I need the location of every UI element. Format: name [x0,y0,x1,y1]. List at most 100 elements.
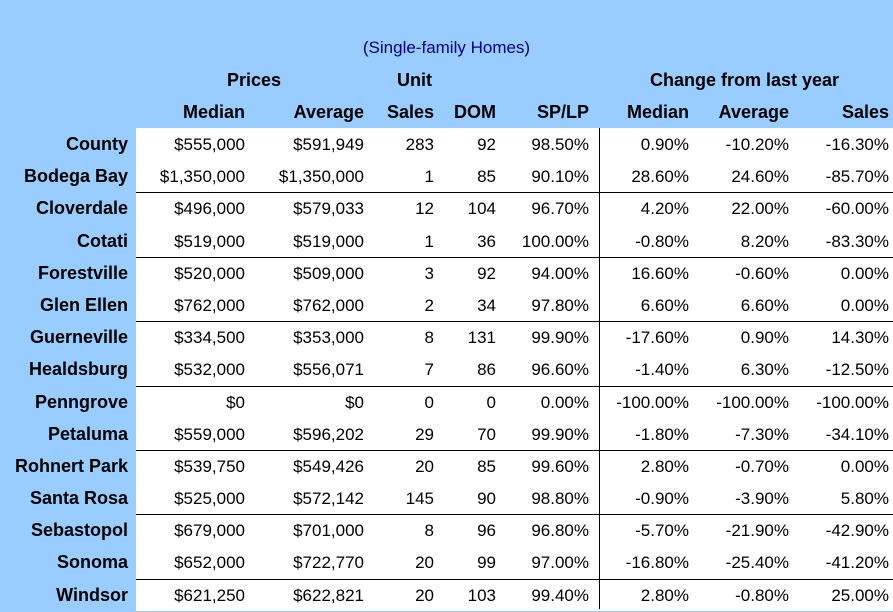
change-median: -100.00% [616,392,689,412]
row-background [136,449,893,483]
row-divider [136,385,893,387]
average-price: $596,202 [293,424,364,444]
median-price: $539,750 [174,456,245,476]
median-price: $525,000 [174,489,245,509]
dom: 0 [486,392,496,412]
row-background [136,224,893,257]
area-name: Petaluma [47,423,128,444]
unit-sales: 145 [405,489,434,509]
change-sales: 0.00% [840,263,889,283]
header-sales: Sales [386,102,434,122]
area-name: Penngrove [34,391,128,412]
median-price: $679,000 [174,521,245,541]
row-background [136,546,893,579]
area-name: Glen Ellen [39,294,128,315]
change-sales: -12.50% [825,360,889,380]
table-row: Cotati $519,000 $519,000 1 36 100.00% -0.80% 8.… [0,224,893,257]
table-row: Windsor $621,250 $622,821 20 103 99.40% 2.80% -… [0,578,893,611]
area-name: Guerneville [29,327,128,348]
row-divider [136,321,893,323]
table-row: Santa Rosa $525,000 $572,142 145 90 98.80% -0.… [0,482,893,515]
average-price: $556,071 [293,360,364,380]
row-background [136,482,893,515]
row-background [136,288,893,322]
header-unit: Unit [397,70,432,90]
change-sales: -100.00% [816,392,889,412]
row-background [136,160,893,193]
average-price: $519,000 [293,231,364,251]
change-median: -0.90% [635,489,689,509]
area-name: Sebastopol [30,520,128,541]
area-name: Cotati [77,230,128,251]
sp-lp: 99.90% [531,328,589,348]
change-average: -0.70% [735,456,789,476]
average-price: $353,000 [293,328,364,348]
change-average: -3.90% [735,489,789,509]
row-divider [136,449,893,451]
change-median: 2.80% [640,585,689,605]
average-price: $1,350,000 [278,167,364,187]
median-price: $334,500 [174,328,245,348]
change-sales: 5.80% [840,489,889,509]
change-sales: -16.30% [825,135,889,154]
sp-lp: 100.00% [521,231,589,251]
header-median: Median [182,102,245,122]
average-price: $549,426 [293,456,364,476]
change-sales: -42.90% [825,521,889,541]
change-median: -1.40% [635,360,689,380]
unit-sales: 2 [424,295,434,315]
change-median: -5.70% [635,521,689,541]
table-row: County $555,000 $591,949 283 92 98.50% 0.90% -1… [0,128,893,161]
row-background [136,385,893,418]
average-price: $509,000 [293,263,364,283]
row-background [136,578,893,611]
row-divider [136,192,893,194]
row-background [136,353,893,386]
table-row: Sonoma $652,000 $722,770 20 99 97.00% -16.80% -… [0,546,893,579]
row-divider [136,256,893,258]
change-median: -0.80% [635,231,689,251]
change-median: 4.20% [640,199,689,219]
sp-lp: 96.60% [531,360,589,380]
sp-lp: 96.70% [531,199,589,219]
table-row: Glen Ellen $762,000 $762,000 2 34 97.80% 6.60%… [0,288,893,322]
dom: 90 [477,489,496,509]
median-price: $0 [226,392,245,412]
row-background [136,514,893,547]
header-splp: SP/LP [536,102,589,122]
sp-lp: 99.60% [531,456,589,476]
change-average: 6.30% [740,360,789,380]
dom: 92 [477,135,496,154]
header-change-median: Median [626,102,689,122]
change-sales: -41.20% [825,553,889,573]
sp-lp: 98.80% [531,489,589,509]
change-average: -25.40% [725,553,789,573]
median-price: $555,000 [174,135,245,154]
dom: 99 [477,553,496,573]
change-average: 0.90% [740,328,789,348]
change-average: 8.20% [740,231,789,251]
table-row: Sebastopol $679,000 $701,000 8 96 96.80% -5.70… [0,514,893,547]
header-average: Average [293,102,364,122]
change-average: -0.60% [735,263,789,283]
change-sales: -60.00% [825,199,889,219]
sp-lp: 94.00% [531,263,589,283]
row-divider [136,514,893,516]
header-change-average: Average [718,102,789,122]
header-prices: Prices [227,70,282,90]
row-background [136,128,893,161]
change-average: 22.00% [731,199,789,219]
table-row: Rohnert Park $539,750 $549,426 20 85 99.60% 2.… [0,449,893,483]
unit-sales: 20 [415,456,434,476]
header-dom: DOM [454,102,496,122]
dom: 34 [477,295,496,315]
unit-sales: 20 [415,553,434,573]
change-sales: -85.70% [825,167,889,187]
median-price: $519,000 [174,231,245,251]
unit-sales: 29 [415,424,434,444]
sp-lp: 99.90% [531,424,589,444]
header-change-sales: Sales [841,102,889,122]
change-median: -1.80% [635,424,689,444]
average-price: $0 [345,392,364,412]
change-sales: 14.30% [831,328,889,348]
